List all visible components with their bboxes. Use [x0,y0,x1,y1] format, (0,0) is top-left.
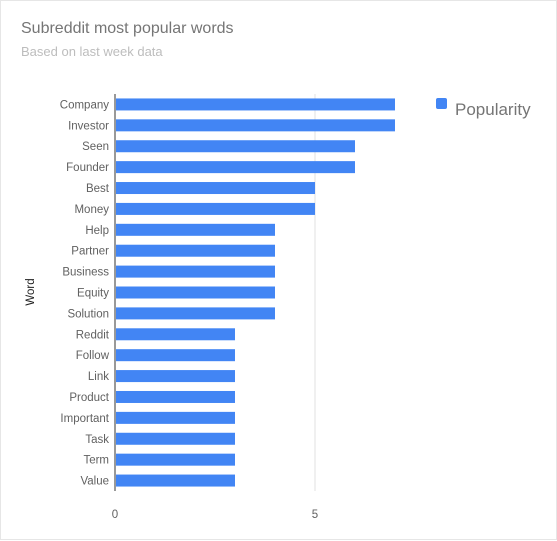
category-label: Follow [76,350,110,362]
bar-reddit[interactable] [116,328,235,341]
bar-help[interactable] [116,223,275,236]
category-label: Term [83,455,109,467]
legend[interactable]: Popularity [436,98,531,119]
category-label: Link [88,371,109,383]
chart-subtitle: Based on last week data [21,44,163,59]
bar-value[interactable] [116,474,235,487]
category-label: Product [69,392,109,404]
category-label: Partner [71,246,109,258]
bar-business[interactable] [116,265,275,278]
bar-best[interactable] [116,182,315,195]
legend-swatch [436,98,447,109]
bar-money[interactable] [116,202,315,215]
category-label: Company [60,99,109,111]
category-label: Investor [68,120,109,132]
bar-seen[interactable] [116,140,355,153]
bar-founder[interactable] [116,161,355,174]
category-label: Reddit [76,329,110,341]
chart-title: Subreddit most popular words [21,20,234,37]
category-label: Seen [82,141,109,153]
bar-investor[interactable] [116,119,395,132]
category-label: Equity [77,288,109,300]
bar-company[interactable] [116,98,395,111]
bar-task[interactable] [116,432,235,445]
gridlines [114,94,316,491]
bar-link[interactable] [116,370,235,383]
x-tick-label: 0 [112,509,118,521]
category-label: Best [86,183,110,195]
bar-important[interactable] [116,411,235,424]
y-axis-title: Word [25,278,37,305]
bar-follow[interactable] [116,349,235,362]
category-label: Founder [66,162,109,174]
bar-equity[interactable] [116,286,275,299]
category-label: Money [74,204,109,216]
bar-product[interactable] [116,390,235,403]
bar-partner[interactable] [116,244,275,257]
category-labels: Company Investor Seen Founder Best Money Help P… [60,99,110,487]
legend-label: Popularity [455,100,531,119]
bar-solution[interactable] [116,307,275,320]
bar-term[interactable] [116,453,235,466]
bars [116,98,395,487]
category-label: Value [80,476,109,488]
category-label: Important [60,413,109,425]
category-label: Business [62,267,109,279]
category-label: Help [85,225,109,237]
category-label: Solution [67,308,109,320]
category-label: Task [85,434,109,446]
x-tick-label: 5 [312,509,318,521]
